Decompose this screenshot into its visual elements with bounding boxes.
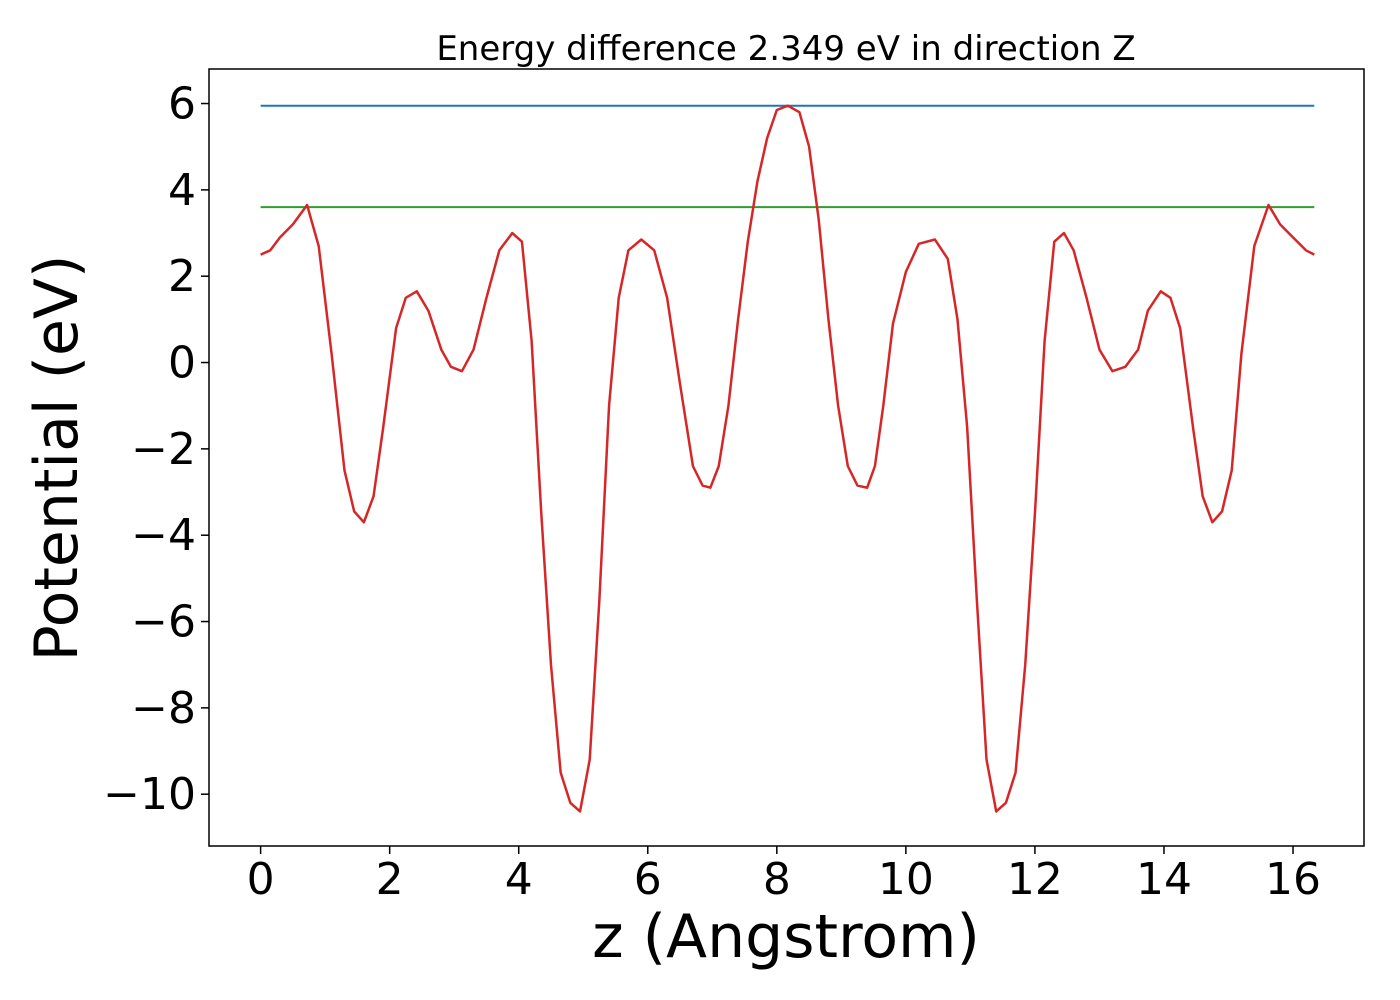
x-tick-label: 16 [1265,854,1321,905]
x-tick-label: 8 [763,854,791,905]
y-tick-label: 2 [168,251,196,302]
series-line-2 [260,104,1315,813]
y-tick-label: 6 [168,79,196,130]
y-tick-label: −4 [131,510,196,561]
x-tick-label: 0 [247,854,275,905]
y-axis-label: Potential (eV) [22,255,92,662]
x-tick-label: 4 [505,854,533,905]
y-tick-label: −8 [131,683,196,734]
x-tick-label: 14 [1136,854,1192,905]
y-tick-label: 0 [168,338,196,389]
y-tick-label: −10 [103,769,196,820]
x-axis: 0 2 4 6 8 10 12 14 16 [247,846,1321,905]
x-tick-label: 2 [376,854,404,905]
y-tick-label: −6 [131,597,196,648]
x-tick-label: 10 [878,854,934,905]
plot-frame [208,68,1365,847]
chart-title: Energy difference 2.349 eV in direction … [436,29,1135,69]
y-tick-label: 4 [168,165,196,216]
x-tick-label: 6 [634,854,662,905]
x-axis-label: z (Angstrom) [592,902,980,972]
x-tick-label: 12 [1007,854,1063,905]
y-axis: 6 4 2 0 −2 −4 −6 −8 −10 [103,79,209,820]
y-tick-label: −2 [131,424,196,475]
plot-area [260,104,1315,813]
